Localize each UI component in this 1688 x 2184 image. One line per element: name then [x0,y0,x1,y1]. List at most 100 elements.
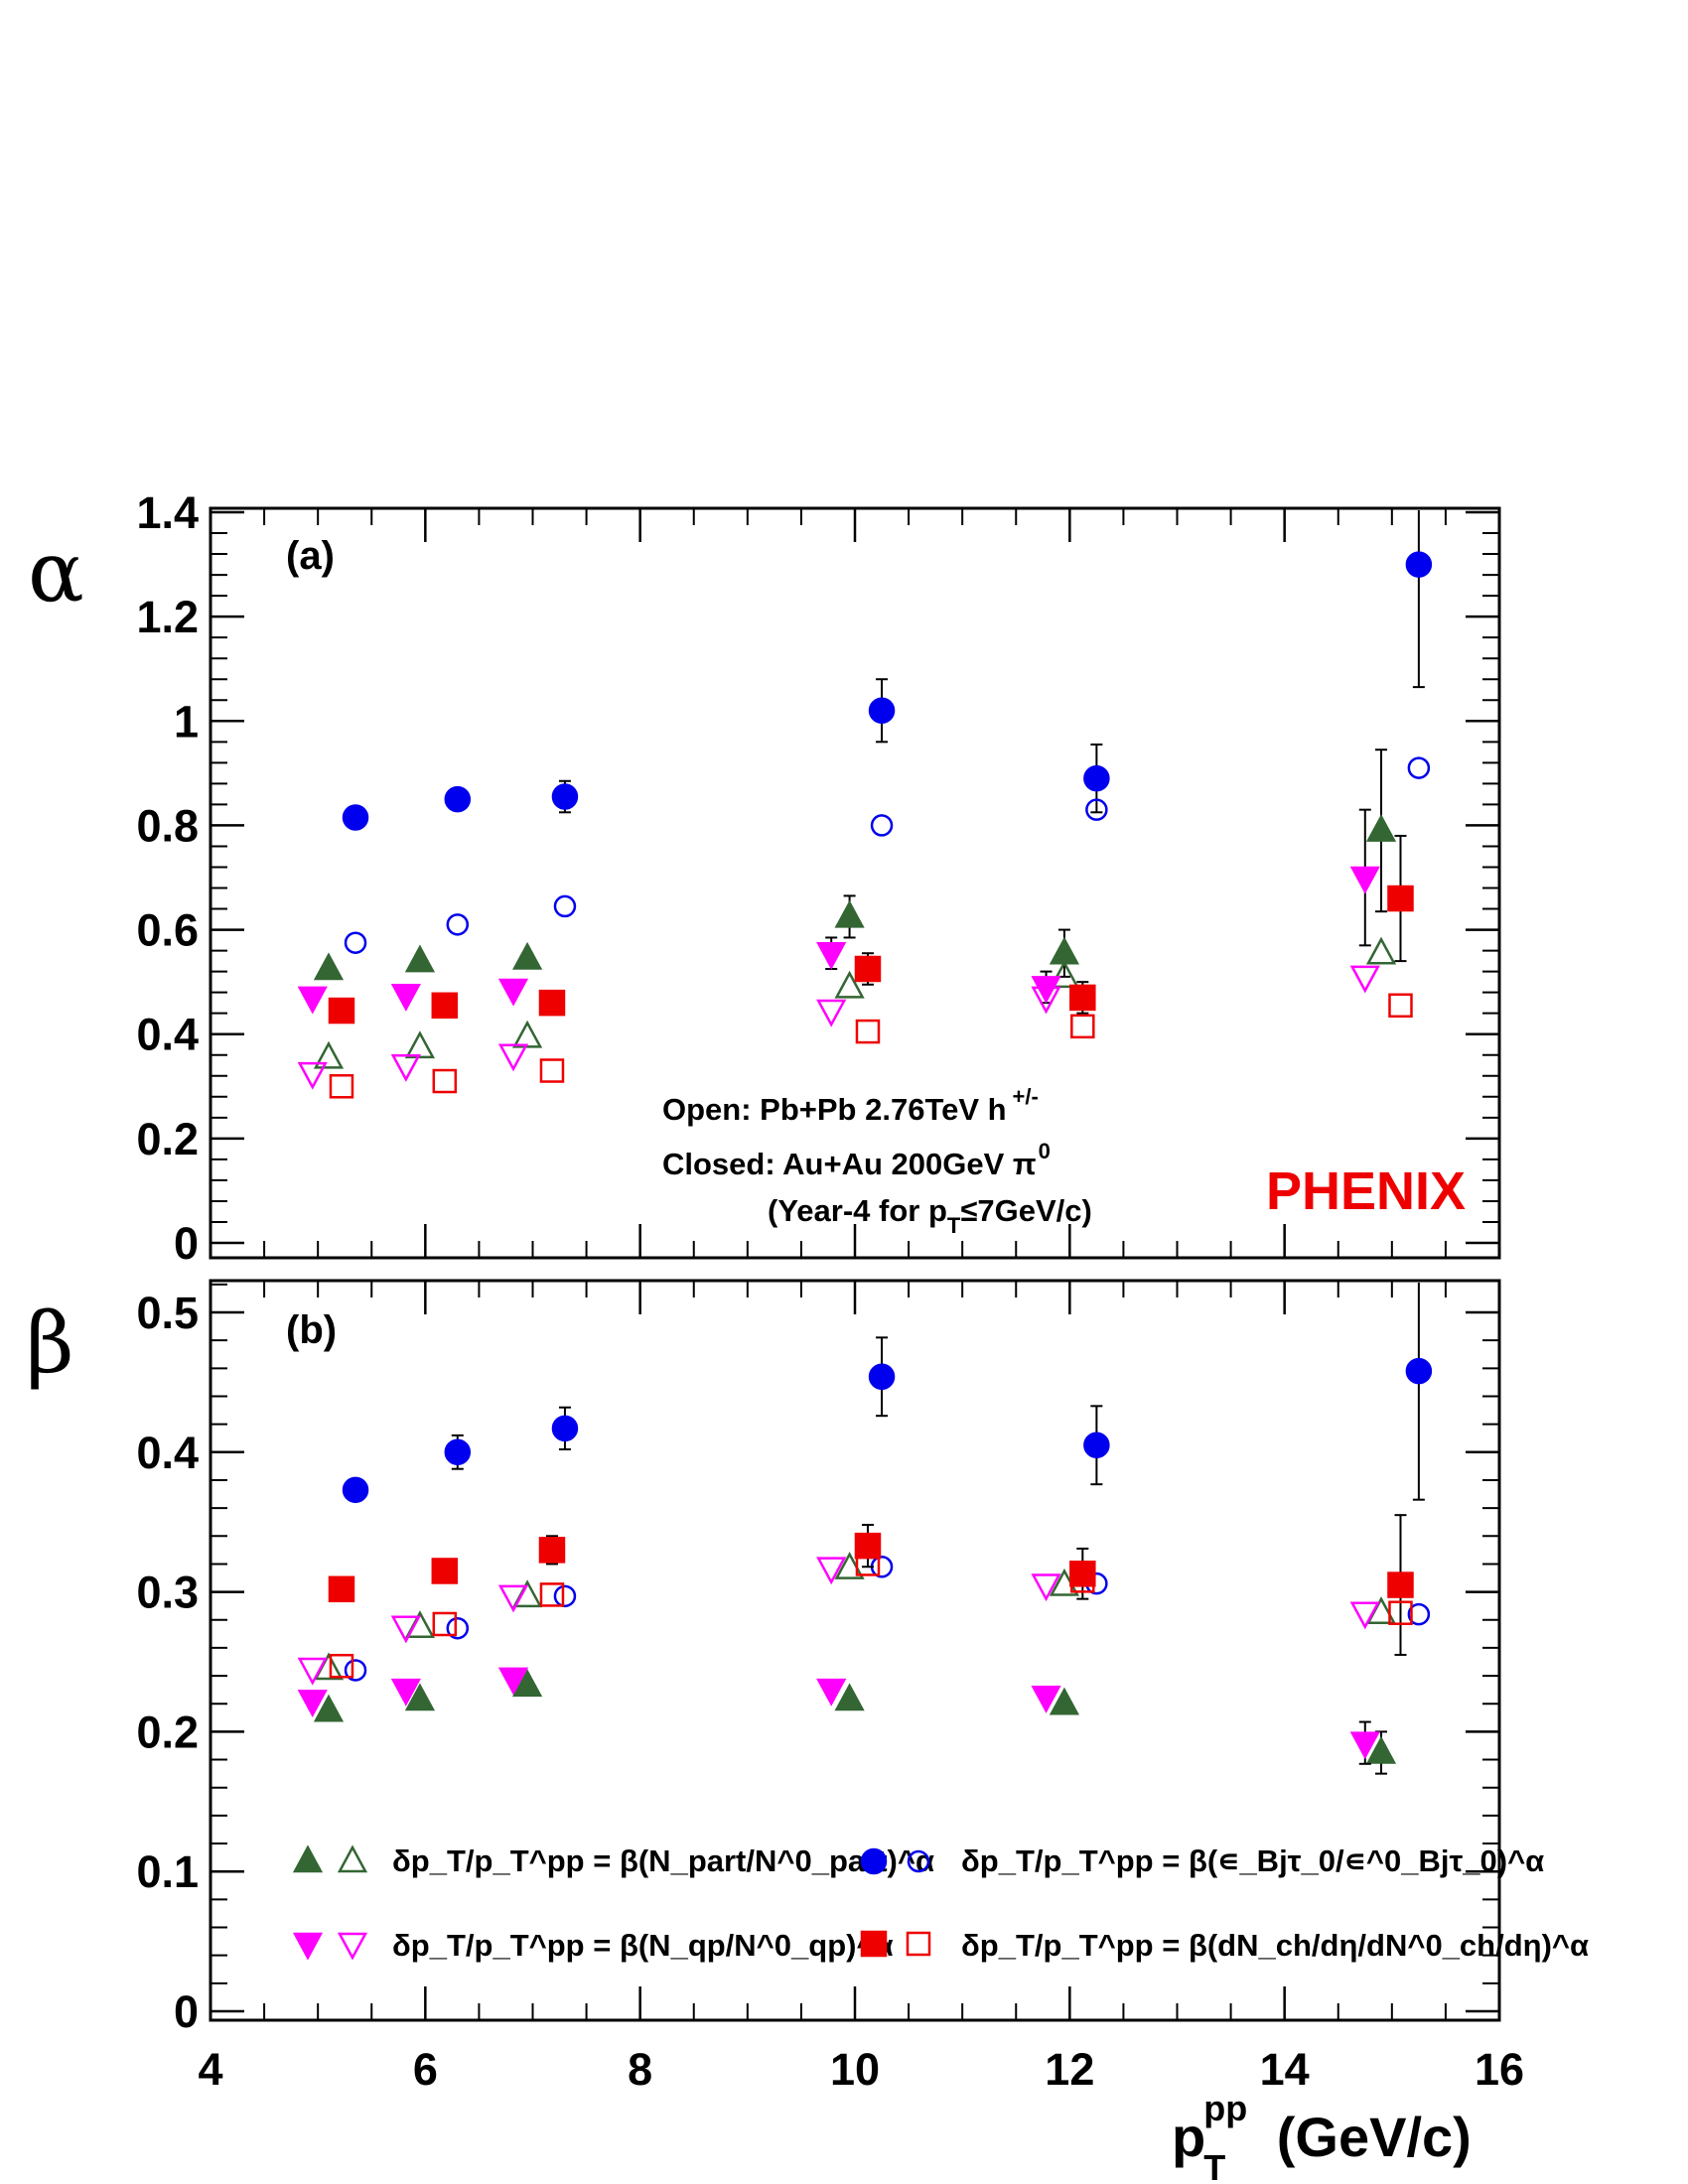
legend-closed-marker [292,1932,324,1961]
y-tick-label: 1 [174,696,199,747]
nqp_closed-point [390,1678,421,1706]
npart_closed-point [834,1683,865,1711]
nqp_open-point [1031,986,1061,1015]
panel-a-label: (a) [286,534,335,578]
legend-open-marker [906,1931,931,1957]
npart_closed-point [1365,814,1397,842]
dndeta_closed-point [328,997,355,1024]
legend-npart-markers [292,1844,368,1873]
dndeta_closed-point [538,989,566,1017]
nqp_closed-point [497,1667,529,1696]
dndeta_open-point [432,1611,458,1637]
dndeta_closed-point [1069,1561,1096,1587]
open-dataset-label: Open: Pb+Pb 2.76TeV h +/- [662,1084,1039,1127]
nqp_open-point [497,1584,529,1613]
x-tick-label: 16 [1475,2044,1524,2095]
epsilon_closed-point [551,1415,579,1442]
dndeta_open-point [539,1058,565,1083]
dndeta_open-point [1388,993,1413,1019]
dndeta_open-point [1070,1014,1095,1039]
legend-dndeta-markers [860,1930,931,1958]
nqp_open-point [297,1657,328,1686]
nqp_open-point [1031,1573,1061,1602]
nqp_open-point [1349,965,1380,994]
epsilon_open-point [1407,1602,1431,1626]
panel-b-ylabel: β [26,1295,74,1392]
nqp_closed-point [816,941,847,970]
epsilon_open-point [446,1616,470,1640]
npart_open-point [511,1020,543,1048]
y-tick-label: 0.4 [136,1010,199,1060]
nqp_open-point [390,1054,421,1082]
x-tick-label: 10 [830,2044,880,2095]
legend-dndeta-text: δp_T/p_T^pp = β(dN_ch/dη/dN^0_ch/dη)^α [961,1928,1589,1963]
y-tick-label: 0.6 [136,905,199,956]
y-tick-label: 1.2 [136,592,199,642]
panel-b-markers [297,1283,1433,1775]
epsilon_closed-point [551,783,579,810]
npart_closed-point [313,1694,345,1722]
legend-open-marker [337,1844,368,1873]
epsilon_closed-point [1083,1432,1110,1459]
dndeta_open-point [855,1019,881,1044]
panel-a-ylabel: α [28,523,84,620]
npart_open-point [834,970,865,999]
dndeta_closed-point [328,1575,355,1603]
dndeta_open-point [1388,1600,1413,1625]
nqp_closed-point [1031,976,1061,1005]
npart_closed-point [1049,1687,1080,1715]
epsilon_closed-point [1405,551,1433,578]
dndeta_closed-point [1387,1571,1414,1598]
epsilon_closed-point [444,785,472,813]
y-tick-label: 0.8 [136,800,199,851]
legend-nqp-markers [292,1932,368,1961]
dndeta_open-point [329,1653,354,1679]
nqp_open-point [1349,1601,1380,1630]
y-tick-label: 0.2 [136,1114,199,1164]
phenix-logo-text: PHENIX [1266,1161,1466,1221]
x-axis-title: pTpp (GeV/c) [1172,2088,1472,2184]
nqp_open-point [297,1061,328,1090]
y-tick-label: 0.1 [136,1846,199,1897]
npart_closed-point [511,1669,543,1698]
panel-b-ticks [209,1281,1501,2020]
y-tick-label: 0.5 [136,1288,199,1338]
npart_open-point [1049,960,1080,989]
nqp_open-point [816,1557,847,1585]
x-tick-label: 4 [198,2044,222,2095]
nqp_closed-point [497,978,529,1007]
epsilon_open-point [1407,756,1431,779]
dndeta_open-point [855,1552,881,1576]
legend-epsilon-markers [860,1847,930,1875]
npart_closed-point [404,944,436,973]
panel-b-label: (b) [286,1308,337,1352]
dndeta_open-point [329,1074,354,1099]
dndeta_closed-point [431,992,459,1020]
nqp_open-point [816,999,847,1027]
nqp_closed-point [1031,1685,1061,1713]
legend-open-marker [337,1932,368,1961]
epsilon_open-point [553,1584,577,1608]
epsilon_closed-point [868,1363,896,1391]
npart_open-point [404,1030,436,1059]
dndeta_closed-point [1387,885,1414,912]
dndeta_closed-point [854,955,882,983]
nqp_closed-point [297,1690,328,1718]
y-tick-label: 0 [174,1986,199,2037]
dndeta_open-point [432,1068,458,1094]
epsilon_open-point [446,913,470,936]
npart_closed-point [511,941,543,970]
y-tick-label: 0.3 [136,1568,199,1618]
legend-closed-marker [292,1844,324,1873]
epsilon_closed-point [444,1438,472,1466]
nqp_closed-point [297,986,328,1015]
dndeta_closed-point [1069,984,1096,1012]
nqp_closed-point [816,1678,847,1706]
x-tick-label: 6 [413,2044,438,2095]
dndeta_open-point [1070,1569,1095,1593]
npart_closed-point [313,952,345,981]
x-tick-label: 12 [1045,2044,1094,2095]
legend-closed-marker [860,1930,888,1958]
epsilon_open-point [870,814,894,837]
